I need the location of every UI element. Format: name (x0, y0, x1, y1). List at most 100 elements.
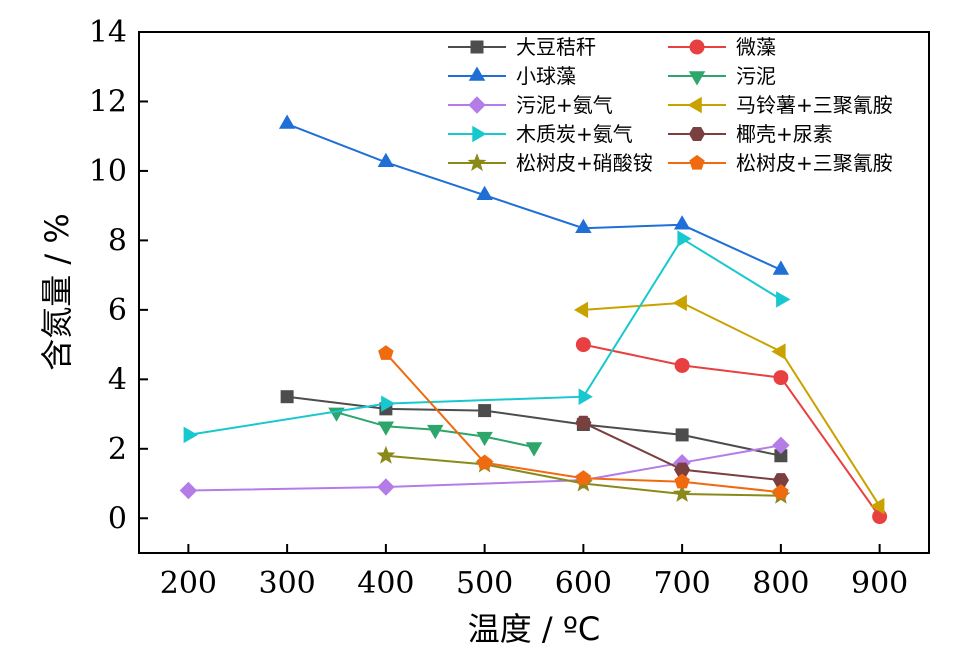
legend-marker (467, 153, 487, 172)
y-tick-label: 0 (108, 501, 127, 536)
data-point (377, 152, 395, 167)
data-point (376, 445, 396, 464)
data-point (673, 215, 691, 230)
y-tick-label: 8 (108, 223, 127, 258)
legend-item: 马铃薯+三聚氰胺 (668, 93, 893, 117)
x-axis-title: 温度 / ºC (468, 610, 601, 648)
legend-item: 椰壳+尿素 (668, 122, 833, 146)
legend-item: 木质炭+氨气 (448, 122, 633, 146)
legend-item: 污泥+氨气 (448, 93, 613, 117)
data-point (772, 260, 790, 275)
legend-label: 木质炭+氨气 (516, 122, 633, 146)
x-tick-label: 800 (752, 566, 809, 601)
data-point (575, 218, 592, 233)
y-tick-label: 2 (108, 432, 127, 467)
x-tick-label: 600 (555, 566, 612, 601)
legend-label: 马铃薯+三聚氰胺 (736, 93, 893, 117)
data-point (674, 473, 690, 489)
legend-marker (468, 96, 486, 114)
y-axis: 0 2 4 6 8 10 12 14 (89, 15, 148, 536)
legend-marker (689, 39, 705, 55)
y-tick-label: 14 (89, 15, 127, 50)
legend-label: 污泥 (736, 64, 776, 88)
y-axis-title: 含氮量 / % (38, 213, 76, 371)
y-tick-label: 10 (89, 154, 127, 189)
legend-marker (687, 96, 702, 114)
legend-item: 污泥 (668, 64, 776, 88)
series-line (583, 343, 881, 518)
data-point (776, 291, 791, 308)
series-group (183, 230, 791, 444)
data-point (575, 337, 591, 353)
data-point (870, 497, 885, 515)
legend-label: 小球藻 (516, 64, 576, 88)
data-point (573, 301, 589, 319)
series-group (378, 345, 789, 499)
data-point (677, 230, 692, 247)
data-point (179, 481, 198, 500)
data-point (183, 426, 198, 444)
x-axis: 200 300 400 500 600 700 800 900 (160, 544, 908, 601)
data-point (674, 357, 690, 373)
legend-item: 微藻 (668, 35, 776, 59)
legend-item: 松树皮+硝酸铵 (448, 151, 653, 175)
series-layer (179, 114, 888, 525)
data-point (476, 431, 493, 447)
x-tick-label: 300 (258, 566, 315, 601)
x-tick-label: 500 (456, 566, 513, 601)
legend-item: 小球藻 (448, 64, 576, 88)
data-point (675, 428, 689, 442)
data-point (378, 345, 394, 360)
data-point (476, 454, 493, 470)
legend-label: 椰壳+尿素 (736, 122, 833, 146)
legend-label: 污泥+氨气 (516, 93, 613, 117)
data-point (672, 294, 687, 312)
legend-marker (472, 125, 487, 143)
x-tick-label: 400 (357, 566, 414, 601)
data-point (674, 462, 691, 477)
legend-label: 微藻 (736, 35, 776, 59)
x-tick-label: 700 (653, 566, 710, 601)
legend-label: 松树皮+硝酸铵 (516, 151, 653, 175)
data-point (278, 114, 296, 129)
series-line (583, 301, 881, 507)
data-point (280, 390, 294, 404)
data-point (872, 509, 888, 525)
data-point (476, 185, 493, 200)
x-tick-label: 200 (160, 566, 217, 601)
data-point (478, 404, 492, 418)
series-group (575, 415, 789, 488)
data-point (578, 388, 593, 405)
data-point (377, 421, 395, 436)
legend-marker (468, 66, 486, 81)
legend-item: 松树皮+三聚氰胺 (668, 151, 893, 175)
legend-marker (688, 71, 706, 86)
data-point (575, 470, 592, 485)
data-point (773, 370, 789, 386)
data-point (772, 473, 789, 488)
data-point (575, 415, 592, 430)
legend-label: 松树皮+三聚氰胺 (736, 151, 893, 175)
legend-item: 大豆秸秆 (448, 35, 596, 59)
data-point (377, 478, 395, 496)
data-point (771, 343, 786, 360)
y-tick-label: 4 (108, 362, 127, 397)
data-point (525, 442, 543, 457)
legend-marker (470, 40, 484, 54)
data-point (772, 436, 790, 455)
legend-marker (688, 127, 706, 141)
data-point (427, 424, 444, 440)
data-point (773, 484, 789, 499)
x-tick-label: 900 (851, 566, 908, 601)
series-group (328, 407, 543, 457)
y-tick-label: 12 (89, 84, 127, 119)
legend-label: 大豆秸秆 (516, 35, 596, 59)
data-point (672, 484, 692, 502)
y-tick-label: 6 (108, 293, 127, 328)
series-group (575, 337, 888, 525)
series-group (278, 114, 790, 275)
legend-marker (689, 154, 705, 170)
plot-frame (138, 31, 930, 554)
